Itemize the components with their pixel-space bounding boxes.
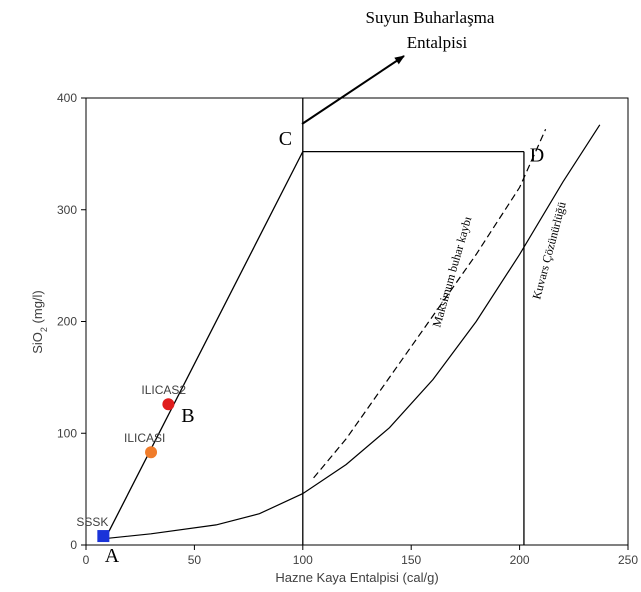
point-letter-a: A: [105, 545, 120, 567]
lines-layer: [107, 98, 601, 545]
annotation-line-1: Suyun Buharlaşma: [366, 8, 495, 27]
quartz-solubility-curve: [107, 124, 601, 539]
x-tick-label: 100: [293, 553, 313, 567]
point-marker: [97, 530, 110, 543]
x-tick-label: 200: [510, 553, 530, 567]
point-letter-b: B: [181, 405, 194, 427]
y-tick-label: 100: [57, 426, 77, 440]
steam-loss-curve-label: Maksimum buhar kaybı: [429, 214, 474, 329]
points-layer: SSSK ILICASI ILICAS2 A B C D: [76, 128, 544, 567]
x-tick-label: 50: [188, 553, 202, 567]
point-letter-d: D: [530, 145, 544, 167]
x-tick-label: 250: [618, 553, 638, 567]
annotation-arrow: [301, 55, 405, 125]
x-tick-label: 150: [401, 553, 421, 567]
annotation-line-2: Entalpisi: [407, 33, 468, 52]
ticks-layer: 0 50 100 150 200 250 0 100 200 300 400: [57, 91, 638, 567]
x-tick-label: 0: [83, 553, 90, 567]
point-marker: [162, 398, 175, 411]
y-tick-label: 400: [57, 91, 77, 105]
y-tick-label: 0: [70, 538, 77, 552]
steam-loss-curve: [313, 129, 547, 479]
point-label: SSSK: [76, 515, 108, 529]
plot-frame: [85, 97, 629, 546]
point-letter-c: C: [279, 128, 292, 150]
point-label: ILICASI: [124, 431, 165, 445]
point-marker: [145, 446, 158, 459]
point-label: ILICAS2: [141, 383, 186, 397]
y-axis-title: SiO2 (mg/l): [30, 290, 49, 354]
y-tick-label: 300: [57, 203, 77, 217]
quartz-curve-label: Kuvars Çözünürlüğü: [529, 200, 568, 301]
x-axis-title: Hazne Kaya Entalpisi (cal/g): [275, 570, 438, 585]
y-tick-label: 200: [57, 315, 77, 329]
mixing-line: [107, 151, 304, 535]
